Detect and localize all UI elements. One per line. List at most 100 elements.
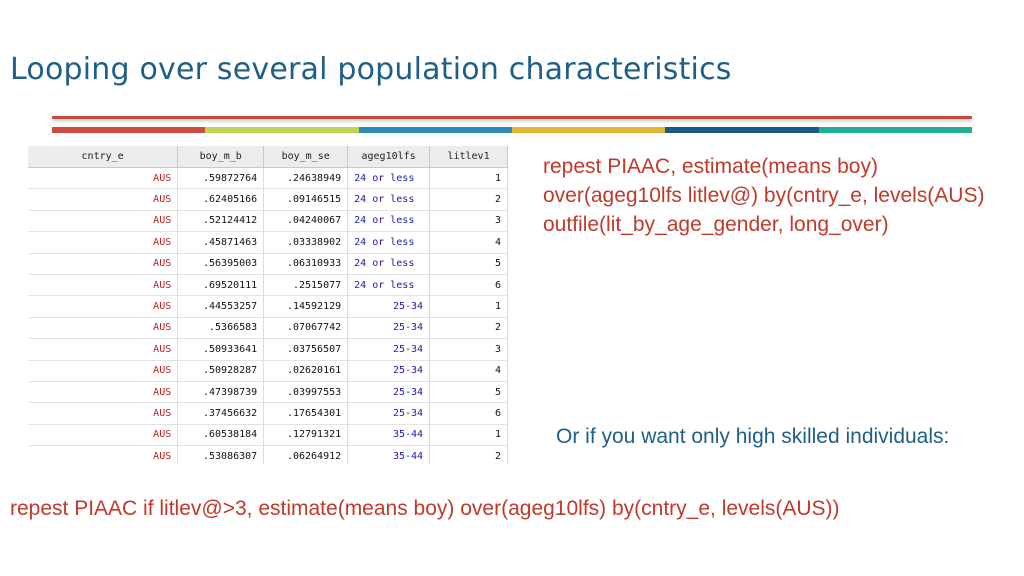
table-cell[interactable]: AUS (28, 381, 179, 404)
table-cell[interactable]: 24 or less (347, 253, 431, 275)
table-cell[interactable]: 1 (429, 424, 508, 447)
table-row[interactable]: AUS .56395003.06310933 24 or less 5 (28, 253, 508, 275)
table-row[interactable]: AUS .50928287.02620161 25-34 4 (28, 360, 508, 382)
table-cell[interactable]: 3 (429, 338, 508, 361)
table-cell[interactable]: 2 (429, 317, 508, 340)
table-cell[interactable]: AUS (28, 360, 179, 382)
table-row[interactable]: AUS .45871463.03338902 24 or less 4 (28, 231, 508, 254)
repest-command-over: repest PIAAC, estimate(means boy) over(a… (543, 155, 985, 236)
table-cell[interactable]: AUS (28, 338, 179, 361)
table-cell[interactable]: 1 (429, 167, 508, 190)
table-row[interactable]: AUS .62405166.09146515 24 or less 2 (28, 188, 508, 211)
table-cell[interactable]: 4 (429, 231, 508, 254)
table-cell[interactable]: 3 (429, 210, 508, 233)
data-browser-table: cntry_e boy_m_b boy_m_se ageg10lfs litlev1 A… (28, 146, 508, 464)
stripe-segment (205, 127, 359, 133)
table-cell[interactable]: AUS (28, 317, 179, 340)
column-header-boy-m-b[interactable]: boy_m_b (177, 146, 265, 168)
table-cell[interactable]: .5366583 (177, 317, 265, 340)
table-cell[interactable]: .06310933 (263, 253, 349, 275)
table-cell[interactable]: .2515077 (263, 274, 349, 297)
table-row[interactable]: AUS .69520111.2515077 24 or less 6 (28, 274, 508, 297)
table-cell[interactable]: .24638949 (263, 167, 349, 190)
table-cell[interactable]: .60538184 (177, 424, 265, 447)
table-cell[interactable]: .12791321 (263, 424, 349, 447)
table-cell[interactable]: .62405166 (177, 188, 265, 211)
table-cell[interactable]: .14592129 (263, 295, 349, 318)
table-cell[interactable]: 1 (429, 295, 508, 318)
column-header-boy-m-se[interactable]: boy_m_se (263, 146, 349, 168)
table-cell[interactable]: 25-34 (347, 402, 431, 425)
table-cell[interactable]: .52124412 (177, 210, 265, 233)
table-cell[interactable]: .50928287 (177, 360, 265, 382)
table-cell[interactable]: .56395003 (177, 253, 265, 275)
table-cell[interactable]: .06264912 (263, 445, 349, 464)
high-skilled-note: Or if you want only high skilled individ… (556, 425, 950, 448)
table-row[interactable]: AUS .53086307.06264912 35-44 2 (28, 445, 508, 464)
table-cell[interactable]: 6 (429, 402, 508, 425)
table-row[interactable]: AUS .47398739.03997553 25-34 5 (28, 381, 508, 404)
table-cell[interactable]: .02620161 (263, 360, 349, 382)
table-cell[interactable]: .07067742 (263, 317, 349, 340)
table-cell[interactable]: AUS (28, 445, 179, 464)
table-cell[interactable]: .03997553 (263, 381, 349, 404)
table-cell[interactable]: .04240067 (263, 210, 349, 233)
table-cell[interactable]: AUS (28, 253, 179, 275)
table-cell[interactable]: .09146515 (263, 188, 349, 211)
table-body: AUS .59872764.24638949 24 or less 1 AUS .6240… (28, 167, 508, 464)
table-cell[interactable]: AUS (28, 231, 179, 254)
table-cell[interactable]: 6 (429, 274, 508, 297)
table-cell[interactable]: 5 (429, 253, 508, 275)
table-row[interactable]: AUS .44553257.14592129 25-34 1 (28, 295, 508, 318)
table-header-row: cntry_e boy_m_b boy_m_se ageg10lfs litlev1 (28, 146, 508, 168)
table-cell[interactable]: .37456632 (177, 402, 265, 425)
table-cell[interactable]: .03756507 (263, 338, 349, 361)
table-cell[interactable]: AUS (28, 188, 179, 211)
table-cell[interactable]: .69520111 (177, 274, 265, 297)
stripe-segment (665, 127, 819, 133)
table-cell[interactable]: 25-34 (347, 360, 431, 382)
table-cell[interactable]: 24 or less (347, 274, 431, 297)
table-cell[interactable]: 25-34 (347, 295, 431, 318)
table-cell[interactable]: AUS (28, 402, 179, 425)
table-cell[interactable]: AUS (28, 274, 179, 297)
table-row[interactable]: AUS .60538184.12791321 35-44 1 (28, 424, 508, 447)
table-cell[interactable]: 35-44 (347, 445, 431, 464)
table-cell[interactable]: .45871463 (177, 231, 265, 254)
stripe-segment (511, 127, 666, 133)
table-cell[interactable]: AUS (28, 167, 179, 190)
stripe-segment (52, 127, 206, 133)
column-header-ageg10lfs[interactable]: ageg10lfs (347, 146, 431, 168)
table-row[interactable]: AUS .59872764.24638949 24 or less 1 (28, 167, 508, 190)
table-cell[interactable]: 24 or less (347, 231, 431, 254)
table-cell[interactable]: 5 (429, 381, 508, 404)
table-row[interactable]: AUS .5366583.07067742 25-34 2 (28, 317, 508, 340)
table-cell[interactable]: 2 (429, 445, 508, 464)
table-cell[interactable]: 2 (429, 188, 508, 211)
color-stripe (52, 127, 972, 133)
table-cell[interactable]: 4 (429, 360, 508, 382)
column-header-litlev1[interactable]: litlev1 (429, 146, 508, 168)
table-cell[interactable]: AUS (28, 210, 179, 233)
table-row[interactable]: AUS .52124412.04240067 24 or less 3 (28, 210, 508, 233)
table-cell[interactable]: .17654301 (263, 402, 349, 425)
table-cell[interactable]: AUS (28, 424, 179, 447)
table-cell[interactable]: .50933641 (177, 338, 265, 361)
table-row[interactable]: AUS .37456632.17654301 25-34 6 (28, 402, 508, 425)
table-cell[interactable]: 35-44 (347, 424, 431, 447)
column-header-cntry-e[interactable]: cntry_e (28, 146, 179, 168)
table-cell[interactable]: .47398739 (177, 381, 265, 404)
table-cell[interactable]: .03338902 (263, 231, 349, 254)
table-cell[interactable]: .44553257 (177, 295, 265, 318)
table-cell[interactable]: 24 or less (347, 167, 431, 190)
repest-command-if: repest PIAAC if litlev@>3, estimate(mean… (10, 497, 840, 520)
table-cell[interactable]: 25-34 (347, 338, 431, 361)
table-row[interactable]: AUS .50933641.03756507 25-34 3 (28, 338, 508, 361)
table-cell[interactable]: 25-34 (347, 317, 431, 340)
table-cell[interactable]: 24 or less (347, 188, 431, 211)
table-cell[interactable]: 25-34 (347, 381, 431, 404)
table-cell[interactable]: AUS (28, 295, 179, 318)
table-cell[interactable]: 24 or less (347, 210, 431, 233)
table-cell[interactable]: .53086307 (177, 445, 265, 464)
table-cell[interactable]: .59872764 (177, 167, 265, 190)
